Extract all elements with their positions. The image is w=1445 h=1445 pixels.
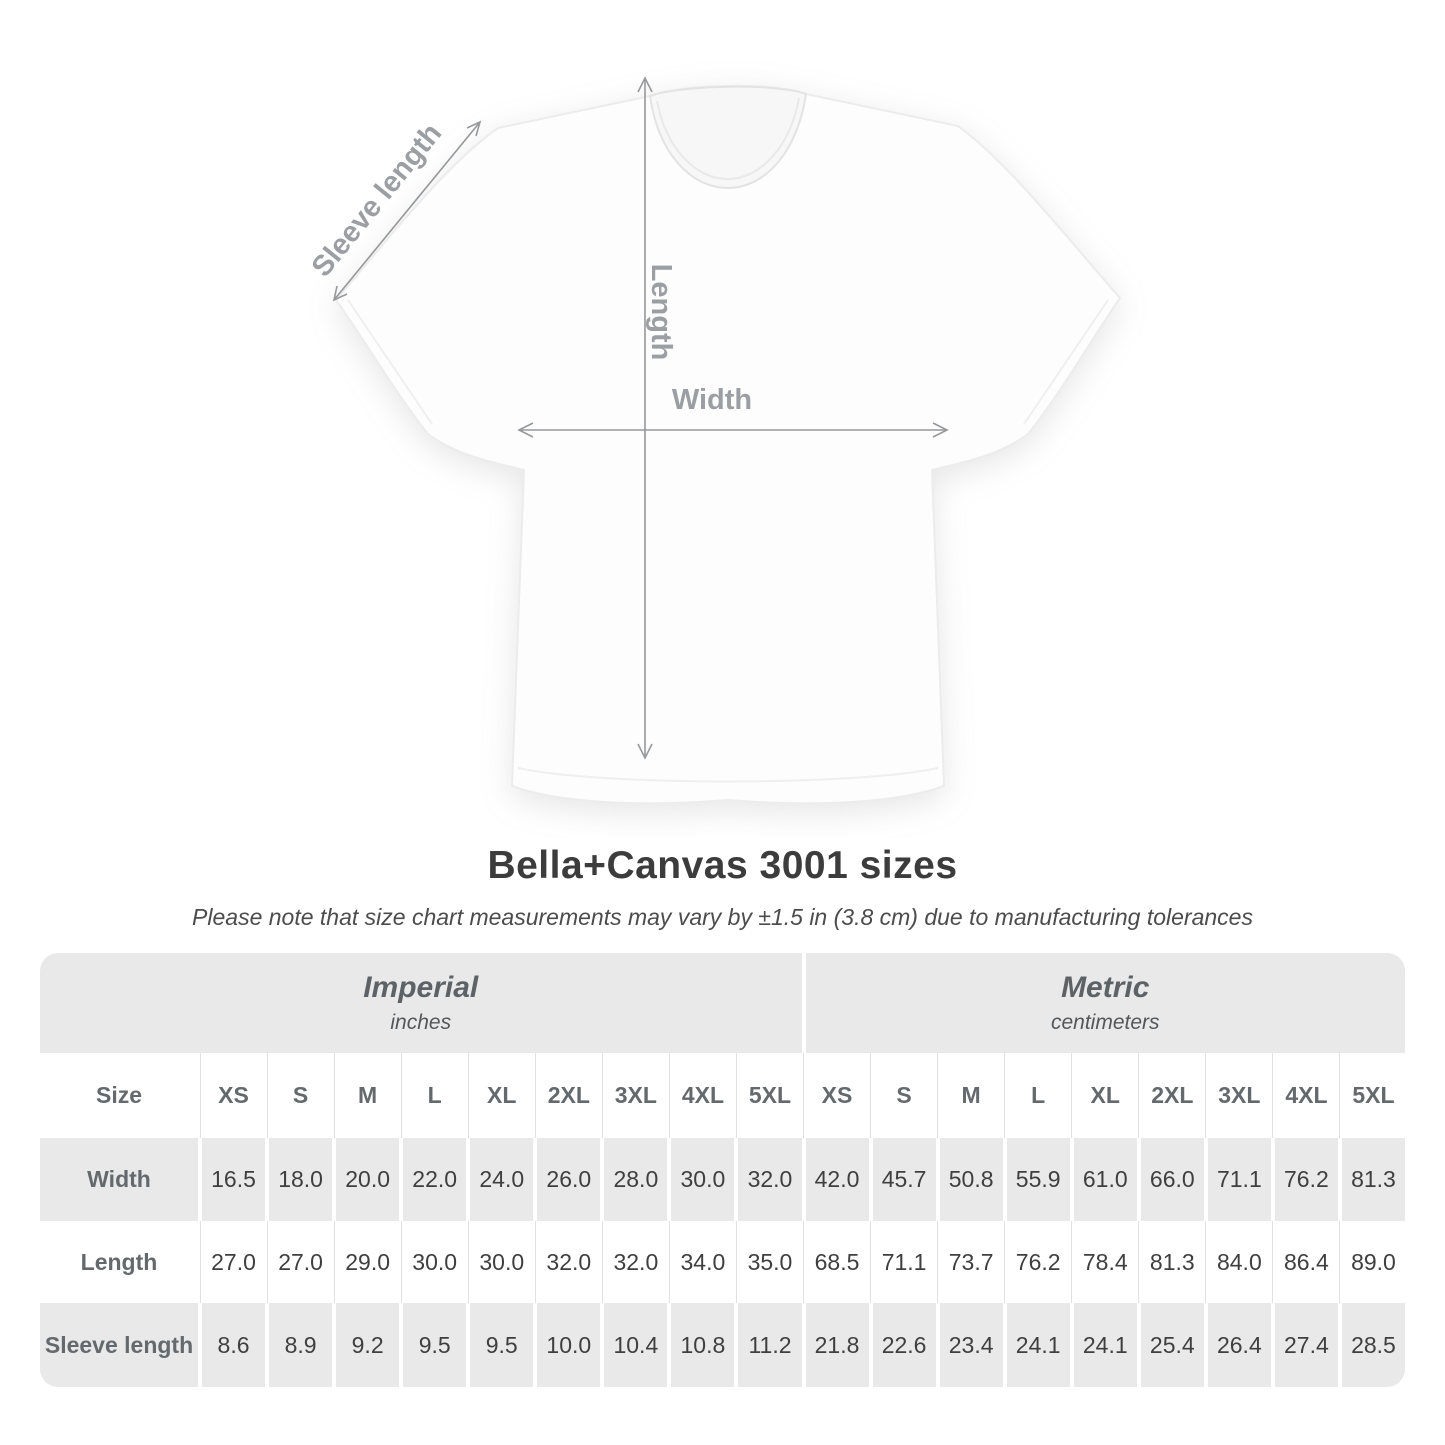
metric-section-unit: centimeters [1050, 1011, 1160, 1034]
cell-width-imperial-1: 18.0 [269, 1138, 333, 1221]
size-header-imperial-4xl: 4XL [668, 1053, 735, 1138]
cell-sleeve-length-imperial-0: 8.6 [202, 1303, 266, 1387]
cell-sleeve-length-metric-2: 23.4 [939, 1303, 1003, 1387]
cell-width-imperial-3: 22.0 [403, 1138, 467, 1221]
size-column-header: Size [40, 1053, 198, 1138]
size-header-imperial-s: S [266, 1053, 333, 1138]
imperial-section-unit: inches [390, 1011, 452, 1034]
cell-length-metric-4: 78.4 [1071, 1221, 1137, 1303]
length-arrow [637, 76, 653, 760]
cell-width-imperial-6: 28.0 [604, 1138, 668, 1221]
row-label: Sleeve length [40, 1303, 198, 1387]
width-label: Width [672, 384, 752, 416]
width-arrow [517, 422, 949, 438]
size-header-metric-4xl: 4XL [1272, 1053, 1338, 1138]
cell-length-imperial-7: 34.0 [668, 1221, 735, 1303]
size-header-imperial-xl: XL [467, 1053, 534, 1138]
cell-width-metric-8: 81.3 [1341, 1138, 1405, 1221]
length-label: Length [645, 264, 677, 361]
cell-width-metric-7: 76.2 [1274, 1138, 1338, 1221]
row-label: Length [40, 1221, 198, 1303]
size-header-metric-3xl: 3XL [1205, 1053, 1271, 1138]
cell-width-imperial-7: 30.0 [671, 1138, 735, 1221]
cell-length-metric-6: 84.0 [1205, 1221, 1271, 1303]
size-header-imperial-2xl: 2XL [534, 1053, 601, 1138]
cell-width-metric-0: 42.0 [805, 1138, 869, 1221]
cell-sleeve-length-imperial-3: 9.5 [403, 1303, 467, 1387]
tshirt-shape [334, 84, 1122, 805]
cell-width-metric-3: 55.9 [1006, 1138, 1070, 1221]
page-title: Bella+Canvas 3001 sizes [487, 844, 958, 887]
tshirt-diagram-svg: Sleeve length Length Width [306, 76, 1122, 805]
cell-sleeve-length-metric-4: 24.1 [1073, 1303, 1137, 1387]
metric-section-header: Metric centimeters [805, 953, 1405, 1053]
size-header-imperial-3xl: 3XL [601, 1053, 668, 1138]
cell-sleeve-length-metric-5: 25.4 [1140, 1303, 1204, 1387]
size-header-metric-m: M [937, 1053, 1003, 1138]
cell-sleeve-length-metric-1: 22.6 [872, 1303, 936, 1387]
cell-width-imperial-2: 20.0 [336, 1138, 400, 1221]
cell-sleeve-length-metric-6: 26.4 [1207, 1303, 1271, 1387]
cell-length-metric-0: 68.5 [802, 1221, 869, 1303]
cell-width-metric-1: 45.7 [872, 1138, 936, 1221]
size-header-metric-5xl: 5XL [1339, 1053, 1405, 1138]
cell-length-imperial-4: 30.0 [467, 1221, 534, 1303]
cell-sleeve-length-metric-3: 24.1 [1006, 1303, 1070, 1387]
cell-width-imperial-5: 26.0 [537, 1138, 601, 1221]
cell-sleeve-length-imperial-7: 10.8 [671, 1303, 735, 1387]
size-header-imperial-xs: XS [199, 1053, 266, 1138]
tshirt-diagram: Sleeve length Length Width [306, 76, 1122, 805]
metric-section-title: Metric [1061, 971, 1150, 1004]
cell-sleeve-length-imperial-1: 8.9 [269, 1303, 333, 1387]
size-header-metric-xs: XS [802, 1053, 869, 1138]
tolerance-note: Please note that size chart measurements… [192, 904, 1253, 930]
size-table: Imperial inches Metric centimeters Size XS S M L… [40, 953, 1405, 1387]
cell-length-imperial-2: 29.0 [333, 1221, 400, 1303]
imperial-section-header: Imperial inches [40, 953, 802, 1053]
cell-length-imperial-8: 35.0 [735, 1221, 802, 1303]
sleeve-length-arrow [332, 120, 482, 302]
cell-width-imperial-4: 24.0 [470, 1138, 534, 1221]
size-header-metric-l: L [1004, 1053, 1070, 1138]
cell-length-metric-3: 76.2 [1004, 1221, 1070, 1303]
row-label: Width [40, 1138, 198, 1221]
cell-length-metric-7: 86.4 [1272, 1221, 1338, 1303]
cell-length-imperial-3: 30.0 [400, 1221, 467, 1303]
cell-width-metric-2: 50.8 [939, 1138, 1003, 1221]
size-header-imperial-l: L [400, 1053, 467, 1138]
cell-sleeve-length-metric-7: 27.4 [1274, 1303, 1338, 1387]
size-header-imperial-5xl: 5XL [735, 1053, 802, 1138]
cell-length-metric-8: 89.0 [1339, 1221, 1405, 1303]
size-header-imperial-m: M [333, 1053, 400, 1138]
cell-sleeve-length-metric-0: 21.8 [805, 1303, 869, 1387]
cell-width-imperial-8: 32.0 [738, 1138, 802, 1221]
size-header-metric-2xl: 2XL [1138, 1053, 1204, 1138]
cell-width-imperial-0: 16.5 [202, 1138, 266, 1221]
cell-sleeve-length-imperial-2: 9.2 [336, 1303, 400, 1387]
cell-length-imperial-5: 32.0 [534, 1221, 601, 1303]
cell-sleeve-length-imperial-4: 9.5 [470, 1303, 534, 1387]
cell-length-imperial-6: 32.0 [601, 1221, 668, 1303]
cell-length-imperial-1: 27.0 [266, 1221, 333, 1303]
cell-width-metric-4: 61.0 [1073, 1138, 1137, 1221]
cell-sleeve-length-imperial-5: 10.0 [537, 1303, 601, 1387]
cell-length-metric-5: 81.3 [1138, 1221, 1204, 1303]
cell-width-metric-6: 71.1 [1207, 1138, 1271, 1221]
cell-length-imperial-0: 27.0 [199, 1221, 266, 1303]
size-header-metric-xl: XL [1071, 1053, 1137, 1138]
cell-sleeve-length-metric-8: 28.5 [1341, 1303, 1405, 1387]
cell-length-metric-2: 73.7 [937, 1221, 1003, 1303]
size-header-metric-s: S [870, 1053, 936, 1138]
cell-sleeve-length-imperial-8: 11.2 [738, 1303, 802, 1387]
imperial-section-title: Imperial [363, 971, 479, 1004]
cell-sleeve-length-imperial-6: 10.4 [604, 1303, 668, 1387]
cell-width-metric-5: 66.0 [1140, 1138, 1204, 1221]
cell-length-metric-1: 71.1 [870, 1221, 936, 1303]
